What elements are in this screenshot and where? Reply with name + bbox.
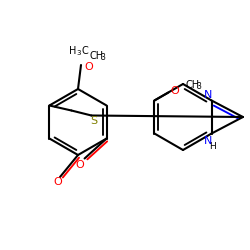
Text: 3: 3 bbox=[100, 54, 105, 62]
Text: O: O bbox=[84, 62, 94, 72]
Text: O: O bbox=[75, 160, 84, 170]
Text: 3: 3 bbox=[77, 50, 81, 56]
Text: O: O bbox=[170, 86, 179, 97]
Text: CH: CH bbox=[89, 51, 103, 61]
Text: N: N bbox=[204, 90, 212, 101]
Text: 3: 3 bbox=[196, 82, 201, 91]
Text: H: H bbox=[69, 46, 77, 56]
Text: C: C bbox=[82, 46, 88, 56]
Text: CH: CH bbox=[186, 80, 200, 90]
Text: N: N bbox=[204, 136, 212, 146]
Text: H: H bbox=[209, 142, 216, 151]
Text: S: S bbox=[90, 116, 97, 126]
Text: O: O bbox=[54, 177, 62, 187]
